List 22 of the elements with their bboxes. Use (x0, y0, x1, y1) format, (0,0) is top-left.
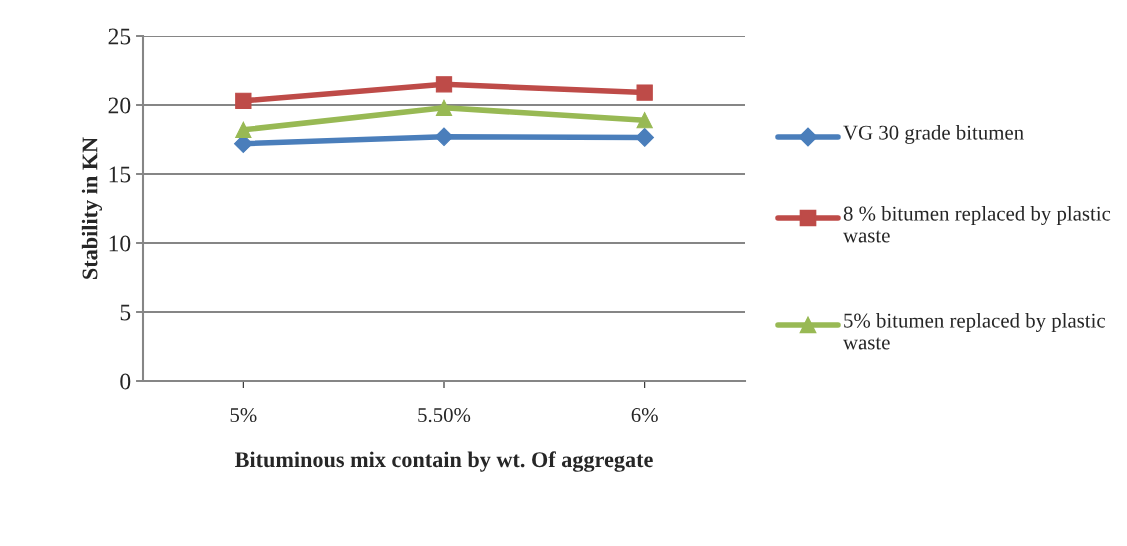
legend-label: VG 30 grade bitumen (843, 124, 1024, 144)
point (235, 92, 252, 110)
point (636, 84, 653, 101)
point (635, 128, 655, 147)
y-tick-label: 15 (109, 166, 131, 183)
x-axis-title: Bituminous mix contain by wt. Of aggregate (235, 451, 653, 472)
x-tick-label: 5% (230, 407, 257, 423)
y-tick-label: 0 (120, 373, 131, 390)
y-tick-label: 20 (108, 97, 131, 114)
y-tick-label: 10 (109, 235, 131, 252)
y-tick-label: 25 (108, 28, 131, 45)
x-tick-label: 5.50% (418, 407, 471, 423)
legend-label: 5% bitumen replaced by plastic waste (843, 312, 1105, 350)
point (435, 99, 453, 116)
y-axis-title: Stability in KN (81, 137, 103, 279)
point (636, 112, 653, 129)
point (435, 76, 453, 93)
point (235, 121, 252, 138)
y-tick-label: 5 (120, 304, 131, 321)
legend-label: 8 % bitumen replaced by plastic waste (843, 205, 1111, 243)
point (434, 127, 454, 147)
x-tick-label: 6% (631, 407, 658, 423)
